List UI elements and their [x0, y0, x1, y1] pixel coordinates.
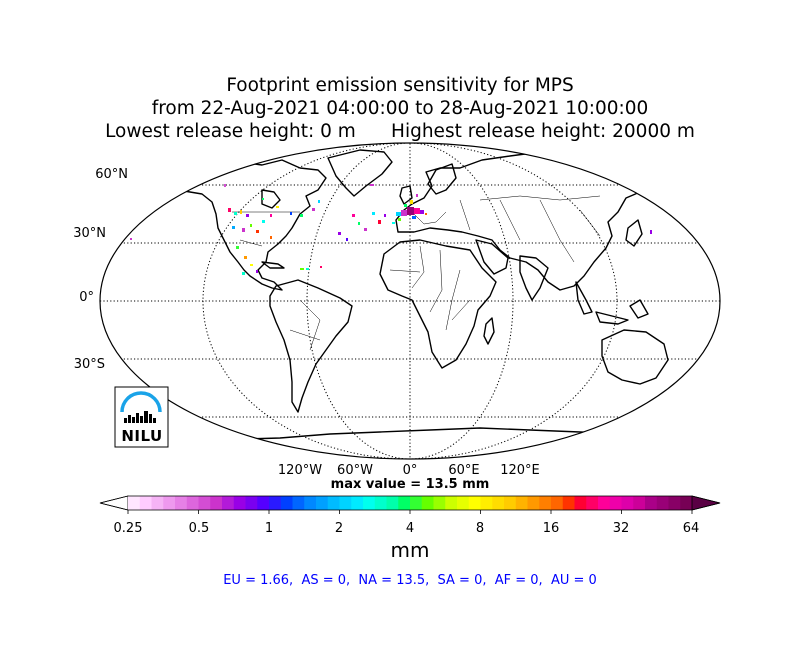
colorbar-segment [574, 496, 587, 510]
colorbar-segment [269, 496, 282, 510]
colorbar-segment [421, 496, 434, 510]
colorbar-segment [210, 496, 223, 510]
colorbar-tick-1: 0.5 [188, 521, 210, 536]
graticule-meridians [202, 143, 618, 459]
colorbar-segment [515, 496, 528, 510]
colorbar-segment [633, 496, 646, 510]
colorbar-segment [257, 496, 270, 510]
colorbar-tick-8: 64 [682, 521, 700, 536]
colorbar-segment [374, 496, 387, 510]
colorbar-segment [186, 496, 199, 510]
nilu-logo [114, 386, 169, 448]
colorbar-segment [351, 496, 364, 510]
colorbar-under-triangle [99, 495, 129, 511]
colorbar-segment [198, 496, 211, 510]
colorbar-segment [292, 496, 305, 510]
colorbar-units: mm [390, 538, 430, 562]
colorbar-segment [539, 496, 552, 510]
colorbar-segment [492, 496, 505, 510]
colorbar-segment [245, 496, 258, 510]
colorbar-segment [656, 496, 669, 510]
colorbar-segment [128, 496, 141, 510]
colorbar-segment [280, 496, 293, 510]
colorbar-segment [433, 496, 446, 510]
colorbar-segment [598, 496, 611, 510]
colorbar-tick-0: 0.25 [113, 521, 143, 536]
colorbar-segment [562, 496, 575, 510]
colorbar-tick-4: 4 [405, 521, 415, 536]
max-value-label: max value = 13.5 mm [330, 477, 490, 492]
colorbar-segment [339, 496, 352, 510]
lat-label-30n: 30°N [73, 226, 106, 241]
lon-label-60e: 60°E [448, 463, 480, 478]
colorbar-segment [445, 496, 458, 510]
colorbar-tick-5: 8 [475, 521, 485, 536]
colorbar-segment [175, 496, 188, 510]
colorbar-segment [504, 496, 517, 510]
colorbar-tick-6: 16 [542, 521, 560, 536]
colorbar-segment [621, 496, 634, 510]
lat-label-60n: 60°N [95, 167, 128, 182]
colorbar-segment [233, 496, 246, 510]
lon-label-60w: 60°W [337, 463, 373, 478]
colorbar-segment [457, 496, 470, 510]
colorbar-segment [468, 496, 481, 510]
country-borders [232, 195, 601, 351]
colorbar-segment [316, 496, 329, 510]
colorbar-segment [363, 496, 376, 510]
lat-label-0: 0° [79, 290, 94, 305]
lat-label-30s: 30°S [73, 357, 105, 372]
region-stats: EU = 1.66, AS = 0, NA = 13.5, SA = 0, AF… [223, 573, 597, 588]
lon-label-0: 0° [402, 463, 418, 478]
colorbar-segment [139, 496, 152, 510]
logo-text: NILU [121, 427, 163, 445]
coastlines [149, 149, 720, 451]
colorbar-segment [304, 496, 317, 510]
colorbar-tick-7: 32 [612, 521, 630, 536]
colorbar [99, 495, 721, 514]
lon-label-120e: 120°E [500, 463, 540, 478]
colorbar-segment [151, 496, 164, 510]
title-line-3: Lowest release height: 0 m Highest relea… [105, 121, 695, 142]
map-boundary [99, 142, 721, 460]
colorbar-segment [586, 496, 599, 510]
colorbar-tick-3: 2 [334, 521, 344, 536]
colorbar-segment [480, 496, 493, 510]
colorbar-segment [609, 496, 622, 510]
lon-label-120w: 120°W [277, 463, 323, 478]
colorbar-segment [527, 496, 540, 510]
footprint-sensitivity [130, 184, 652, 275]
colorbar-segment [668, 496, 681, 510]
colorbar-segment [410, 496, 423, 510]
colorbar-segment [222, 496, 235, 510]
colorbar-over-triangle [691, 495, 721, 511]
colorbar-tick-2: 1 [264, 521, 274, 536]
colorbar-segment [398, 496, 411, 510]
colorbar-segment [386, 496, 399, 510]
colorbar-segment [645, 496, 658, 510]
title-line-1: Footprint emission sensitivity for MPS [226, 75, 574, 96]
colorbar-segment [163, 496, 176, 510]
title-line-2: from 22-Aug-2021 04:00:00 to 28-Aug-2021… [151, 98, 649, 119]
colorbar-segment [551, 496, 564, 510]
colorbar-segment [327, 496, 340, 510]
colorbar-segment [680, 496, 693, 510]
